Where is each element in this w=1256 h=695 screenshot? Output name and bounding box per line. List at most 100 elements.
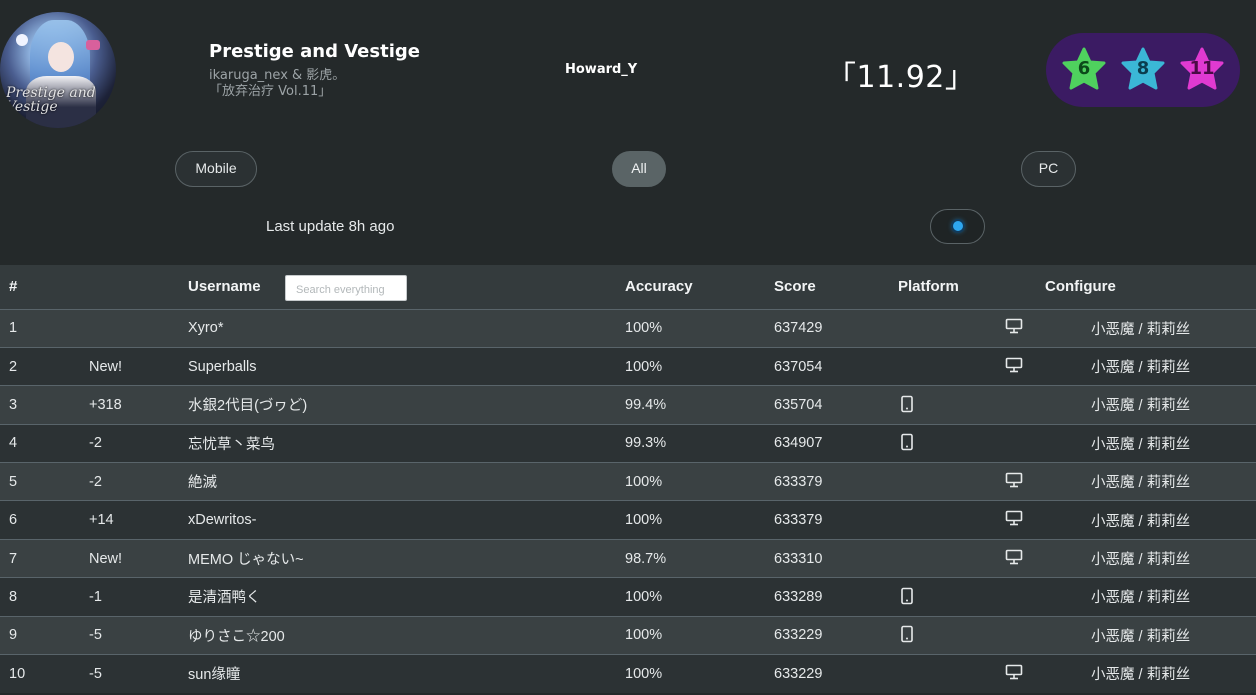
header-configure[interactable]: Configure — [1045, 278, 1116, 296]
desktop-icon — [1005, 472, 1023, 488]
table-header-row: # Username Accuracy Score Platform Confi… — [0, 265, 1256, 309]
leaderboard-rows: 1 Xyro* 100% 637429 小恶魔 / 莉莉丝 2 New! Superballs… — [0, 309, 1256, 693]
accuracy-cell: 100% — [625, 665, 663, 682]
table-row: 8 -1 是清酒鸭く 100% 633289 小恶魔 / 莉莉丝 — [0, 577, 1256, 617]
configure-cell: 小恶魔 / 莉莉丝 — [1091, 321, 1191, 338]
table-row: 6 +14 xDewritos- 100% 633379 小恶魔 / 莉莉丝 — [0, 500, 1256, 540]
mobile-icon — [900, 587, 918, 605]
search-input[interactable] — [285, 275, 407, 301]
header-change — [89, 265, 188, 309]
status-dot-icon — [953, 221, 963, 231]
desktop-icon — [1005, 664, 1023, 680]
username-link[interactable]: 絶滅 — [188, 475, 217, 492]
score-cell: 635704 — [774, 396, 823, 413]
table-row: 7 New! MEMO じゃない~ 98.7% 633310 小恶魔 / 莉莉丝 — [0, 539, 1256, 578]
configure-cell: 小恶魔 / 莉莉丝 — [1091, 552, 1191, 569]
rank-cell: 2 — [9, 358, 18, 375]
header-score[interactable]: Score — [774, 278, 816, 296]
star-icon — [1121, 47, 1165, 90]
difficulty-star-expert[interactable]: 11 — [1177, 45, 1227, 95]
rank-cell: 3 — [9, 396, 18, 413]
rank-cell: 1 — [9, 320, 18, 337]
desktop-icon — [1005, 510, 1023, 526]
filter-all-button[interactable]: All — [612, 151, 666, 187]
table-row: 4 -2 忘忧草丶菜鸟 99.3% 634907 小恶魔 / 莉莉丝 — [0, 424, 1256, 463]
leaderboard-table: # Username Accuracy Score Platform Confi… — [0, 265, 1256, 693]
score-cell: 634907 — [774, 435, 823, 452]
table-row: 1 Xyro* 100% 637429 小恶魔 / 莉莉丝 — [0, 309, 1256, 348]
header-platform[interactable]: Platform — [898, 278, 959, 296]
rank-change: -2 — [89, 473, 102, 490]
rank-cell: 4 — [9, 435, 18, 452]
rank-cell: 5 — [9, 473, 18, 490]
rank-cell: 10 — [9, 665, 26, 682]
jacket-bow — [86, 40, 100, 50]
username-link[interactable]: 水銀2代目(づヮど) — [188, 398, 308, 415]
username-link[interactable]: xDewritos- — [188, 512, 257, 529]
difficulty-star-easy[interactable]: 6 — [1059, 45, 1109, 95]
configure-cell: 小恶魔 / 莉莉丝 — [1091, 590, 1191, 607]
username-link[interactable]: Superballs — [188, 358, 257, 375]
star-icon — [1180, 47, 1224, 90]
difficulty-level: 11 — [1189, 58, 1215, 79]
rank-cell: 7 — [9, 550, 18, 567]
table-row: 5 -2 絶滅 100% 633379 小恶魔 / 莉莉丝 — [0, 462, 1256, 501]
username-link[interactable]: sun缘瞳 — [188, 667, 241, 684]
header-rank[interactable]: # — [9, 278, 18, 296]
jacket-character-dress — [26, 76, 96, 128]
table-row: 9 -5 ゆりさこ☆200 100% 633229 小恶魔 / 莉莉丝 — [0, 616, 1256, 655]
rank-change: New! — [89, 358, 123, 375]
username-link[interactable]: 忘忧草丶菜鸟 — [188, 436, 275, 453]
username-link[interactable]: 是清酒鸭く — [188, 590, 261, 607]
jacket-character-face — [48, 42, 74, 72]
score-cell: 637054 — [774, 358, 823, 375]
table-row: 2 New! Superballs 100% 637054 小恶魔 / 莉莉丝 — [0, 347, 1256, 386]
rank-change: +318 — [89, 396, 122, 413]
configure-cell: 小恶魔 / 莉莉丝 — [1091, 436, 1191, 453]
configure-cell: 小恶魔 / 莉莉丝 — [1091, 667, 1191, 684]
rank-cell: 9 — [9, 627, 18, 644]
username-link[interactable]: Xyro* — [188, 320, 224, 337]
score-cell: 633379 — [774, 473, 823, 490]
header-username[interactable]: Username — [188, 278, 261, 296]
accuracy-cell: 100% — [625, 627, 663, 644]
platform-cell — [898, 424, 1045, 462]
platform-cell — [898, 347, 1045, 385]
score-cell: 633289 — [774, 588, 823, 605]
platform-cell — [898, 501, 1045, 539]
rank-change: -5 — [89, 665, 102, 682]
rank-cell: 6 — [9, 512, 18, 529]
rating-value: 「11.92」 — [826, 60, 976, 95]
username-link[interactable]: MEMO じゃない~ — [188, 552, 304, 569]
desktop-icon — [1005, 318, 1023, 334]
header-accuracy[interactable]: Accuracy — [625, 278, 693, 296]
filter-pc-button[interactable]: PC — [1021, 151, 1076, 187]
player-name[interactable]: Howard_Y — [565, 62, 638, 77]
platform-cell — [898, 655, 1045, 693]
jacket-logo-text: Prestige and Vestige — [6, 85, 96, 115]
accuracy-cell: 98.7% — [625, 550, 667, 567]
table-row: 3 +318 水銀2代目(づヮど) 99.4% 635704 小恶魔 / 莉莉丝 — [0, 385, 1256, 425]
score-cell: 637429 — [774, 320, 823, 337]
mobile-icon — [900, 625, 918, 643]
username-link[interactable]: ゆりさこ☆200 — [188, 628, 285, 645]
star-icon — [1062, 47, 1106, 90]
accuracy-cell: 100% — [625, 358, 663, 375]
accuracy-cell: 99.4% — [625, 396, 667, 413]
filter-mobile-button[interactable]: Mobile — [175, 151, 257, 187]
rank-change: +14 — [89, 512, 114, 529]
platform-cell — [898, 539, 1045, 577]
rank-cell: 8 — [9, 588, 18, 605]
accuracy-cell: 100% — [625, 473, 663, 490]
score-cell: 633379 — [774, 512, 823, 529]
score-cell: 633229 — [774, 627, 823, 644]
configure-cell: 小恶魔 / 莉莉丝 — [1091, 475, 1191, 492]
accuracy-cell: 99.3% — [625, 435, 667, 452]
platform-cell — [898, 616, 1045, 654]
moon-decoration — [16, 34, 28, 46]
score-cell: 633310 — [774, 550, 823, 567]
refresh-toggle-button[interactable] — [930, 209, 985, 244]
difficulty-star-hard[interactable]: 8 — [1118, 45, 1168, 95]
configure-cell: 小恶魔 / 莉莉丝 — [1091, 513, 1191, 530]
platform-cell — [898, 463, 1045, 501]
